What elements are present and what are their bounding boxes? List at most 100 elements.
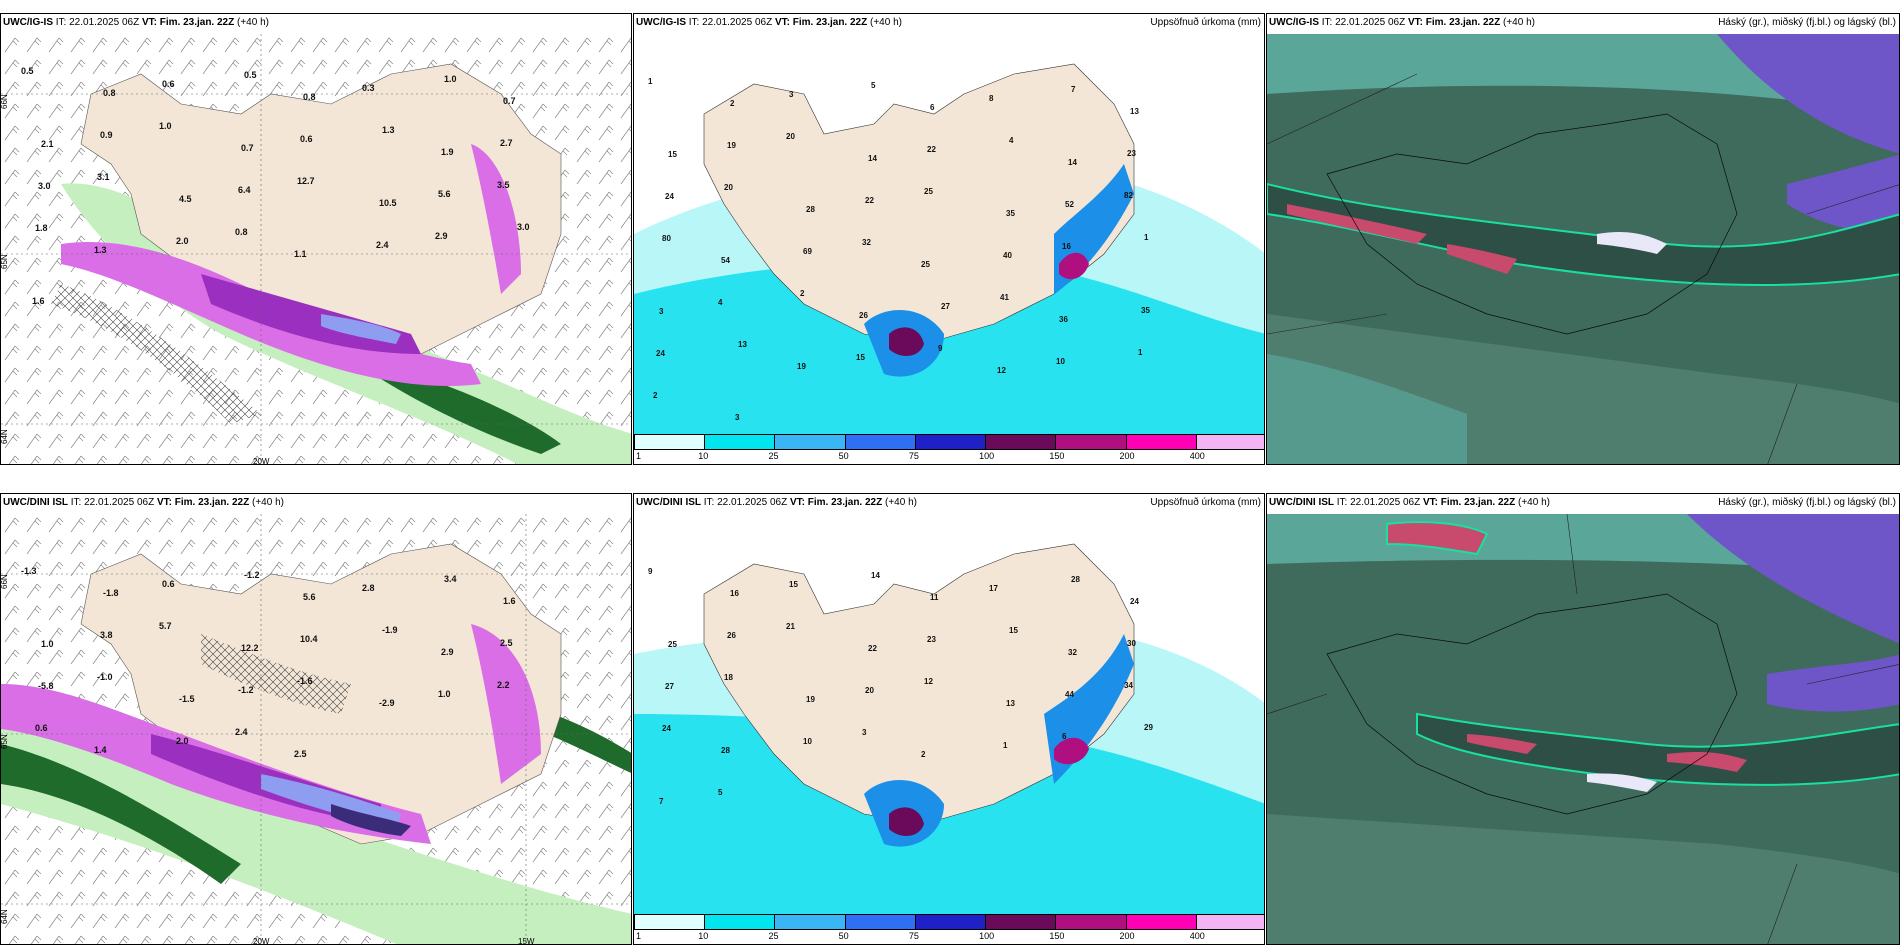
value-label: 3.0 bbox=[517, 222, 530, 232]
precip-core-east bbox=[1059, 252, 1089, 280]
value-label: 3.4 bbox=[444, 574, 457, 584]
value-label: 35 bbox=[1006, 209, 1015, 218]
value-label: 4.5 bbox=[179, 194, 192, 204]
value-label: 12.2 bbox=[241, 643, 259, 653]
panel-bottom-mid: UWC/DINI ISL IT: 22.01.2025 06Z VT: Fim.… bbox=[633, 493, 1265, 945]
value-label: 2.0 bbox=[176, 736, 189, 746]
dark-core bbox=[331, 804, 411, 836]
value-label: 15 bbox=[1009, 626, 1018, 635]
value-label: 17 bbox=[989, 584, 998, 593]
value-label: 2.4 bbox=[376, 240, 389, 250]
value-label: 24 bbox=[1130, 597, 1139, 606]
value-label: 2 bbox=[921, 750, 926, 759]
colorbar-label: 25 bbox=[768, 931, 779, 941]
panel-title: UWC/DINI ISL IT: 22.01.2025 06Z VT: Fim.… bbox=[3, 497, 284, 508]
value-label: 22 bbox=[927, 145, 936, 154]
colorbar-swatch bbox=[985, 434, 1057, 450]
value-label: 15 bbox=[668, 150, 677, 159]
panel-subtitle: Háský (gr.), miðský (fj.bl.) og lágský (… bbox=[1718, 497, 1896, 508]
panel-title: UWC/IG-IS IT: 22.01.2025 06Z VT: Fim. 23… bbox=[3, 17, 269, 28]
value-label: 4 bbox=[718, 298, 723, 307]
panel-subtitle: Uppsöfnuð úrkoma (mm) bbox=[1150, 17, 1261, 28]
value-label: 8 bbox=[989, 94, 994, 103]
value-label: 1.1 bbox=[294, 249, 307, 259]
colorbar: 1 10 25 50 75 100 150 200 400 bbox=[634, 434, 1264, 464]
value-label: 5.6 bbox=[303, 592, 316, 602]
value-label: -1.2 bbox=[244, 570, 260, 580]
lat-label-64: 64N bbox=[1, 429, 9, 444]
value-label: 24 bbox=[665, 192, 674, 201]
value-label: 11 bbox=[930, 593, 939, 602]
colorbar-label: 100 bbox=[979, 931, 995, 941]
value-label: 20 bbox=[865, 686, 874, 695]
value-label: 16 bbox=[1062, 242, 1071, 251]
colorbar-swatch bbox=[704, 914, 776, 930]
value-label: 1.0 bbox=[438, 689, 451, 699]
value-label: 36 bbox=[1059, 315, 1068, 324]
value-label: 3 bbox=[789, 90, 794, 99]
lon-label-20w: 20W bbox=[253, 937, 270, 945]
colorbar-swatch bbox=[634, 434, 706, 450]
wind-temperature-map: 66N 65N 64N 20W 0.5 0.8 0.6 0.5 0.8 0.3 1.0 0.7… bbox=[1, 34, 631, 465]
value-label: 2.8 bbox=[362, 583, 375, 593]
panel-title: UWC/IG-IS IT: 22.01.2025 06Z VT: Fim. 23… bbox=[1269, 17, 1535, 28]
colorbar-swatch bbox=[704, 434, 776, 450]
colorbar-swatch bbox=[844, 434, 916, 450]
value-label: 6 bbox=[930, 103, 935, 112]
value-label: 24 bbox=[662, 724, 671, 733]
panel-top-left: UWC/IG-IS IT: 22.01.2025 06Z VT: Fim. 23… bbox=[0, 13, 632, 465]
value-label: -5.8 bbox=[38, 681, 54, 691]
colorbar-swatch bbox=[1125, 914, 1197, 930]
value-label: 10 bbox=[1056, 357, 1065, 366]
value-label: 1.9 bbox=[441, 147, 454, 157]
green-dark-band bbox=[381, 364, 561, 454]
green-dark-band bbox=[1, 744, 241, 884]
value-label: 24 bbox=[656, 349, 665, 358]
snow-hatching bbox=[201, 634, 351, 714]
value-label: 1 bbox=[1003, 741, 1008, 750]
lon-label-20w: 20W bbox=[253, 457, 270, 465]
value-label: 14 bbox=[871, 571, 880, 580]
value-label: 12 bbox=[924, 677, 933, 686]
magenta-east bbox=[471, 624, 541, 784]
value-label: 6.4 bbox=[238, 185, 251, 195]
value-label: 1.3 bbox=[382, 125, 395, 135]
colorbar-label: 150 bbox=[1049, 451, 1065, 461]
value-label: 19 bbox=[797, 362, 806, 371]
value-label: 82 bbox=[1124, 191, 1133, 200]
value-label: 16 bbox=[730, 589, 739, 598]
value-label: 1.0 bbox=[41, 639, 54, 649]
value-label: 14 bbox=[1068, 158, 1077, 167]
cloud-cover-map bbox=[1267, 514, 1899, 944]
colorbar-label: 200 bbox=[1119, 931, 1135, 941]
value-label: 18 bbox=[724, 673, 733, 682]
value-label: 7 bbox=[659, 797, 664, 806]
value-label: 54 bbox=[721, 256, 730, 265]
value-label: 13 bbox=[1006, 699, 1015, 708]
value-label: 32 bbox=[1068, 648, 1077, 657]
value-label: 0.8 bbox=[303, 92, 316, 102]
precip-mid bbox=[634, 260, 1264, 434]
iceland-land bbox=[703, 63, 1135, 345]
colorbar-label: 1 bbox=[636, 451, 642, 461]
value-label: 26 bbox=[859, 311, 868, 320]
value-label: 0.5 bbox=[21, 66, 34, 76]
value-label: 2.7 bbox=[500, 138, 513, 148]
value-label: 2.1 bbox=[41, 139, 54, 149]
value-label: 20 bbox=[786, 132, 795, 141]
value-label: 3.5 bbox=[497, 180, 510, 190]
value-label: 6 bbox=[1062, 732, 1067, 741]
colorbar-label: 50 bbox=[838, 451, 849, 461]
colorbar-label: 75 bbox=[908, 931, 919, 941]
value-label: 2.9 bbox=[435, 231, 448, 241]
value-label: 12.7 bbox=[297, 176, 315, 186]
value-label: 2.5 bbox=[500, 638, 513, 648]
value-label: 44 bbox=[1065, 690, 1074, 699]
value-label: 5.7 bbox=[159, 621, 172, 631]
value-label: 40 bbox=[1003, 251, 1012, 260]
colorbar: 1 10 25 50 75 100 150 200 400 bbox=[634, 914, 1264, 944]
lat-label-64: 64N bbox=[1, 909, 9, 924]
snow-hatching bbox=[51, 284, 261, 424]
value-label: 0.7 bbox=[503, 96, 516, 106]
value-label: 26 bbox=[727, 631, 736, 640]
